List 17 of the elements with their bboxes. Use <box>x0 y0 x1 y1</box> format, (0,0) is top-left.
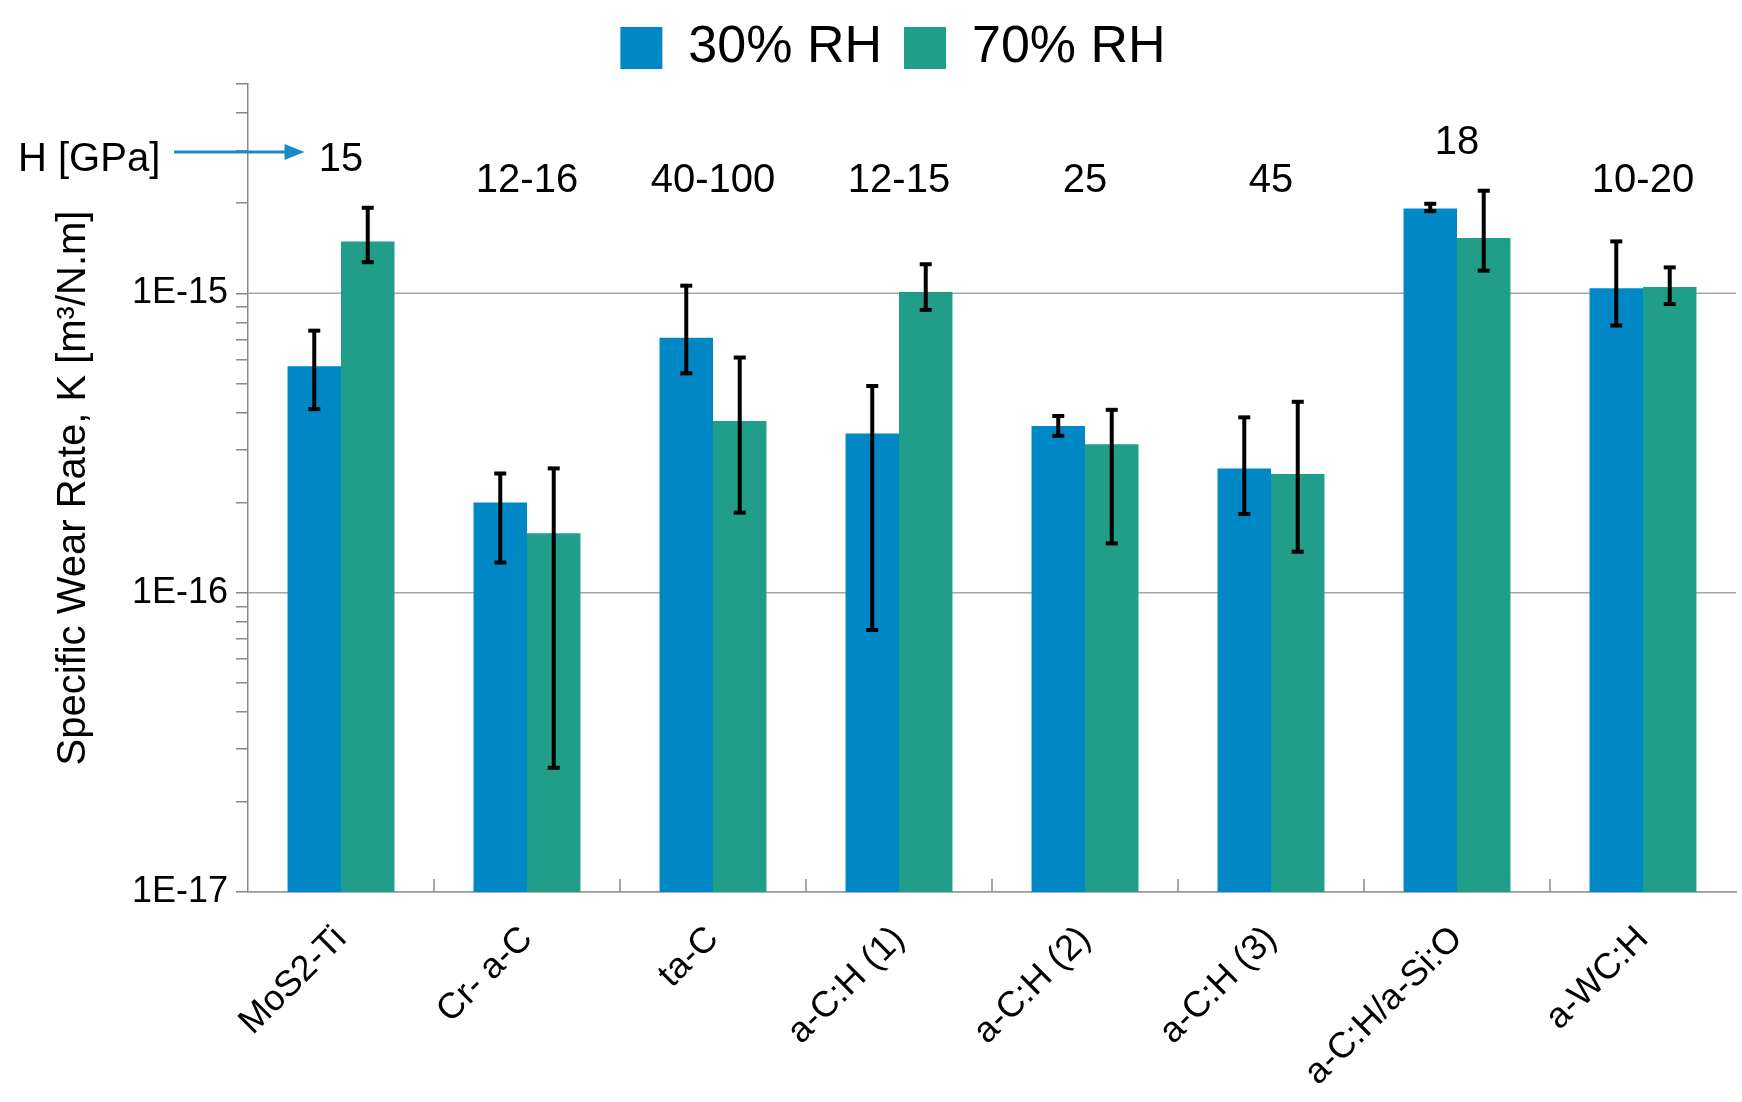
x-tick-label: Cr- a-C <box>427 916 540 1030</box>
annotation: 40-100 <box>650 155 776 200</box>
annotation: 15 <box>318 134 364 179</box>
annotation: 25 <box>1062 155 1108 200</box>
annotation: 12-15 <box>847 155 951 200</box>
y-axis-title: Specific Wear Rate, K [m³/N.m] <box>49 210 94 766</box>
annotation: 18 <box>1434 117 1480 162</box>
text: H [GPa] <box>18 134 161 179</box>
legend-label: 70% RH <box>972 15 1166 74</box>
y-tick-label: 1E-16 <box>131 569 228 611</box>
x-tick-label: ta-C <box>648 916 726 995</box>
legend-label: 30% RH <box>688 15 883 74</box>
annotation: 12-16 <box>475 155 579 200</box>
annotation: 45 <box>1248 155 1294 200</box>
annotation: 10-20 <box>1591 155 1695 200</box>
y-tick-label: 1E-15 <box>131 270 228 312</box>
y-tick-label: 1E-17 <box>131 868 228 910</box>
